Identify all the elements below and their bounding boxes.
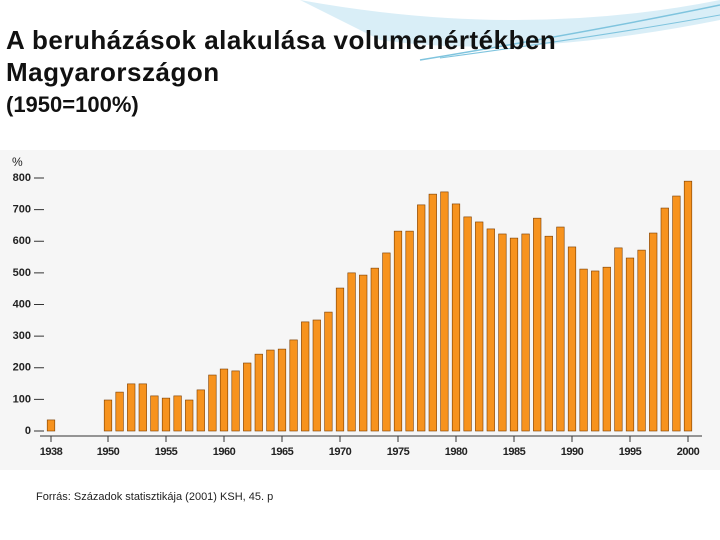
- y-axis-label: %: [12, 155, 23, 169]
- bar: [231, 370, 240, 432]
- bar: [521, 233, 530, 432]
- bar: [393, 230, 403, 432]
- bar: [150, 395, 159, 432]
- x-tick-label: 1995: [619, 446, 642, 458]
- bar: [556, 226, 565, 432]
- x-tick-label: 1950: [97, 446, 120, 458]
- y-tick-label: 500: [13, 267, 31, 279]
- y-tick-label: 0: [25, 425, 31, 437]
- bar: [486, 228, 495, 432]
- bar: [347, 272, 356, 432]
- x-tick-label: 1990: [561, 446, 584, 458]
- bar: [428, 193, 437, 432]
- y-tick-label: 600: [13, 235, 31, 247]
- bar: [173, 395, 182, 432]
- x-tick-label: 2000: [677, 446, 700, 458]
- bar: [219, 368, 229, 432]
- bar: [138, 383, 147, 432]
- swoosh-line: [419, 4, 720, 61]
- bar: [254, 353, 263, 432]
- bar: [451, 203, 461, 432]
- y-tick-label: 300: [13, 330, 31, 342]
- bar: [463, 216, 472, 432]
- x-tick-label: 1938: [40, 446, 63, 458]
- chart-subtitle: (1950=100%): [6, 92, 139, 117]
- x-tick-label: 1970: [329, 446, 352, 458]
- x-tick-label: 1980: [445, 446, 468, 458]
- swoosh: [300, 0, 720, 47]
- y-tick-label: 200: [13, 362, 31, 374]
- x-tick-label: 1955: [155, 446, 178, 458]
- x-tick-label: 1965: [271, 446, 294, 458]
- swoosh-line: [439, 14, 720, 59]
- bar: [498, 233, 507, 432]
- bar: [475, 221, 484, 432]
- bar: [579, 268, 588, 432]
- bar: [335, 287, 345, 432]
- bar: [637, 249, 646, 432]
- y-tick-label: 100: [13, 393, 31, 405]
- bar: [312, 319, 321, 432]
- bar: [127, 383, 136, 432]
- bar: [591, 270, 600, 432]
- bar: [405, 230, 414, 432]
- bar: [196, 389, 205, 432]
- bar: [660, 207, 669, 432]
- y-tick-label: 700: [13, 204, 31, 216]
- bar: [602, 266, 611, 432]
- bar: [625, 257, 635, 432]
- source-note: Forrás: Századok statisztikája (2001) KS…: [36, 491, 273, 503]
- bar: [382, 252, 391, 432]
- bar: [614, 247, 623, 432]
- bar: [266, 349, 275, 432]
- bar: [370, 267, 379, 432]
- bar: [683, 180, 693, 432]
- x-tick-label: 1960: [213, 446, 236, 458]
- bar: [301, 321, 310, 432]
- bar: [440, 191, 449, 432]
- bar: [417, 204, 426, 432]
- y-tick-label: 400: [13, 298, 31, 310]
- bar: [185, 399, 194, 432]
- bar: [324, 311, 333, 432]
- bar: [46, 419, 56, 432]
- bar: [115, 391, 124, 432]
- bar: [533, 217, 542, 432]
- bar: [509, 237, 519, 432]
- y-tick-label: 800: [13, 172, 31, 184]
- bar: [103, 399, 113, 432]
- bar: [161, 397, 171, 432]
- x-tick-label: 1975: [387, 446, 410, 458]
- bar: [649, 232, 658, 432]
- bar: [567, 246, 577, 432]
- bar: [544, 235, 553, 432]
- x-tick-label: 1985: [503, 446, 526, 458]
- bar: [277, 348, 287, 432]
- chart-title: A beruházások alakulása volumenértékben …: [6, 25, 557, 87]
- bar: [289, 339, 298, 432]
- bar: [243, 362, 252, 432]
- bar: [672, 195, 681, 432]
- bar: [359, 274, 368, 432]
- bar: [208, 374, 217, 432]
